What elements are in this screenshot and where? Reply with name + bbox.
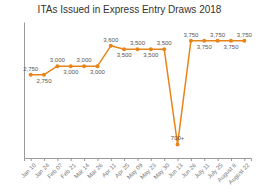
data-label: 3,000 bbox=[63, 69, 79, 75]
x-tick-mark bbox=[111, 158, 112, 161]
title: ITAs Issued in Express Entry Draws 2018 bbox=[38, 4, 222, 15]
data-label: 3,750 bbox=[210, 32, 226, 38]
data-label: 2,750 bbox=[23, 66, 39, 72]
marker bbox=[136, 47, 140, 51]
data-label: 3,000 bbox=[90, 69, 106, 75]
data-label: 3,750 bbox=[183, 32, 199, 38]
x-tick-mark bbox=[31, 158, 32, 161]
marker bbox=[95, 64, 99, 68]
x-tick-mark bbox=[71, 158, 72, 161]
x-tick-mark bbox=[151, 158, 152, 161]
x-tick-mark bbox=[191, 158, 192, 161]
marker bbox=[176, 142, 180, 146]
x-tick-mark bbox=[84, 158, 85, 161]
data-label: 3,750 bbox=[197, 44, 213, 50]
data-label: 3,500 bbox=[143, 52, 159, 58]
y-axis-line bbox=[24, 23, 25, 159]
data-label: 2,750 bbox=[37, 78, 53, 84]
x-tick-label: Mar 26 bbox=[86, 162, 104, 180]
x-axis-line bbox=[25, 159, 252, 162]
marker bbox=[202, 39, 206, 43]
data-label: 3,000 bbox=[50, 57, 66, 63]
marker bbox=[82, 64, 86, 68]
marker bbox=[162, 47, 166, 51]
marker bbox=[149, 47, 153, 51]
marker bbox=[189, 39, 193, 43]
x-axis: Jan 10Jan 24Feb 07Feb 21Mar 14Mar 26Apr … bbox=[20, 158, 252, 185]
x-tick: August 22 bbox=[227, 158, 251, 185]
data-label: 3,000 bbox=[77, 57, 93, 63]
marker bbox=[122, 47, 126, 51]
line bbox=[31, 41, 245, 145]
x-tick-mark bbox=[44, 158, 45, 161]
data-label: 3,500 bbox=[117, 52, 133, 58]
chart: ITAs Issued in Express Entry Draws 2018 J… bbox=[0, 0, 259, 194]
x-tick-mark bbox=[218, 158, 219, 161]
x-tick-label: August 22 bbox=[227, 162, 251, 186]
x-tick-mark bbox=[97, 158, 98, 161]
x-tick-mark bbox=[231, 158, 232, 161]
data-label: 3,750 bbox=[237, 32, 253, 38]
marker bbox=[229, 39, 233, 43]
marker bbox=[109, 44, 113, 48]
marker bbox=[69, 64, 73, 68]
x-tick-mark bbox=[178, 158, 179, 161]
marker bbox=[216, 39, 220, 43]
marker bbox=[29, 73, 33, 77]
plot: Jan 10Jan 24Feb 07Feb 21Mar 14Mar 26Apr … bbox=[20, 23, 253, 186]
data-label: 700+ bbox=[171, 135, 185, 141]
x-tick-mark bbox=[204, 158, 205, 161]
data-label: 3,600 bbox=[103, 37, 119, 43]
marks bbox=[29, 39, 247, 147]
x-tick-mark bbox=[124, 158, 125, 161]
x-tick-mark bbox=[244, 158, 245, 161]
marker bbox=[242, 39, 246, 43]
data-label: 3,500 bbox=[157, 40, 173, 46]
x-tick-mark bbox=[138, 158, 139, 161]
x-tick-mark bbox=[57, 158, 58, 161]
data-label: 3,500 bbox=[130, 40, 146, 46]
y-axis bbox=[24, 23, 25, 159]
marker bbox=[42, 73, 46, 77]
x-tick-mark bbox=[164, 158, 165, 161]
marker bbox=[55, 64, 59, 68]
data-labels: 2,750 2,750 3,000 3,000 3,000 3,000 3,600 3,500… bbox=[23, 32, 252, 142]
data-label: 3,750 bbox=[223, 44, 239, 50]
